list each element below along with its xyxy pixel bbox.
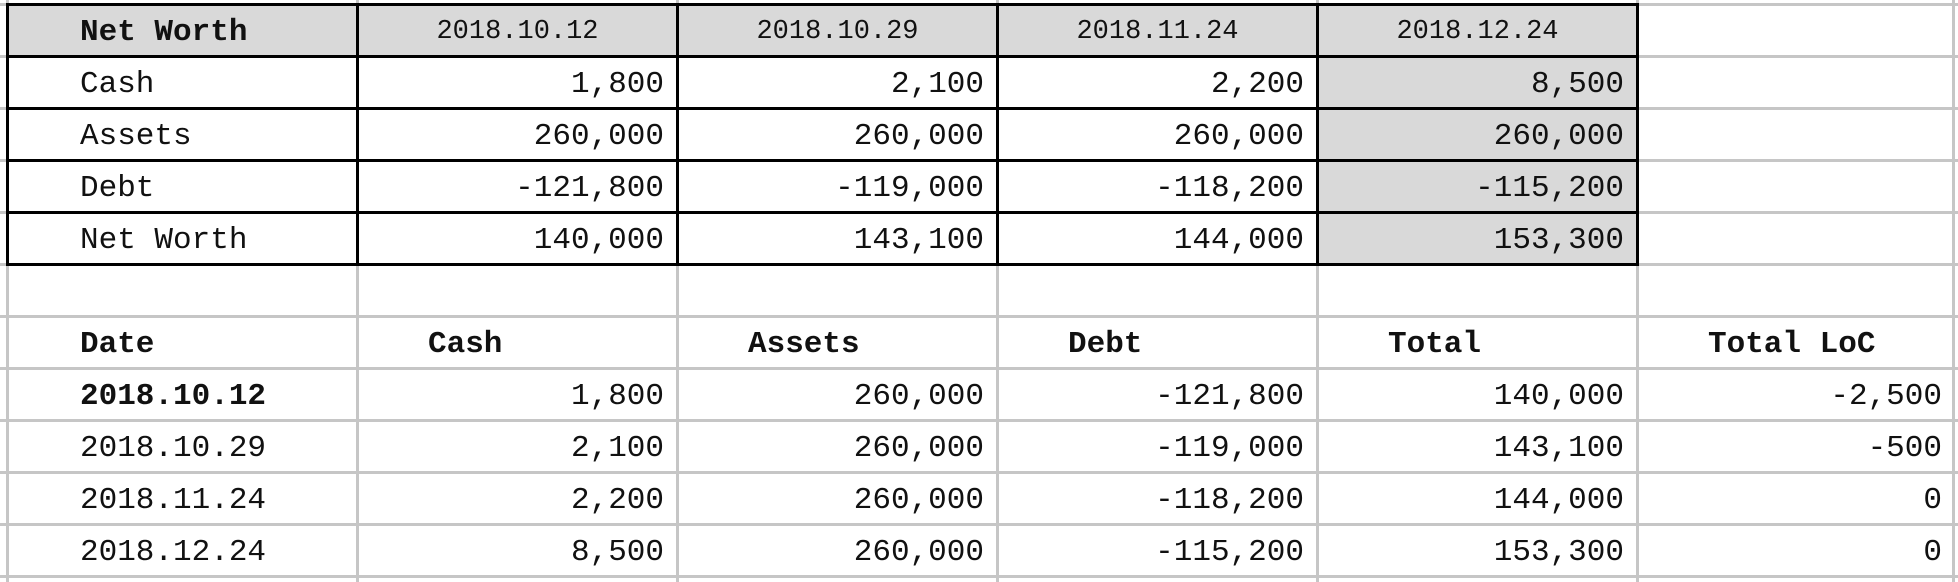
- summary-row-label[interactable]: Cash: [80, 66, 155, 102]
- history-column-header[interactable]: Total LoC: [1708, 326, 1876, 362]
- history-column-header[interactable]: Debt: [1068, 326, 1143, 362]
- summary-cell[interactable]: 1,800: [570, 66, 664, 102]
- history-cell[interactable]: 0: [1923, 534, 1942, 570]
- summary-date-header[interactable]: 2018.12.24: [1396, 17, 1559, 47]
- grid-line: [1636, 0, 1639, 582]
- history-cell[interactable]: 260,000: [853, 378, 984, 414]
- history-column-header[interactable]: Date: [80, 326, 155, 362]
- history-date-cell[interactable]: 2018.11.24: [80, 482, 267, 518]
- summary-table-divider: [676, 3, 679, 266]
- history-date-cell[interactable]: 2018.12.24: [80, 534, 267, 570]
- grid-line: [0, 315, 1958, 318]
- summary-cell[interactable]: -115,200: [1475, 170, 1624, 206]
- summary-cell[interactable]: -121,800: [515, 170, 664, 206]
- grid-line: [996, 0, 999, 582]
- grid-line: [0, 419, 1958, 422]
- summary-row-label[interactable]: Debt: [80, 170, 155, 206]
- summary-cell[interactable]: 144,000: [1173, 222, 1304, 258]
- summary-cell[interactable]: 140,000: [533, 222, 664, 258]
- summary-cell[interactable]: 260,000: [533, 118, 664, 154]
- grid-line: [676, 0, 679, 582]
- history-cell[interactable]: 2,100: [570, 430, 664, 466]
- summary-date-header[interactable]: 2018.10.29: [756, 17, 919, 47]
- grid-line: [0, 471, 1958, 474]
- grid-line: [0, 575, 1958, 578]
- history-cell[interactable]: -115,200: [1155, 534, 1304, 570]
- summary-title[interactable]: Net Worth: [80, 14, 248, 50]
- summary-cell[interactable]: 143,100: [853, 222, 984, 258]
- grid-line: [356, 0, 359, 582]
- summary-cell[interactable]: 260,000: [1493, 118, 1624, 154]
- history-date-cell[interactable]: 2018.10.12: [80, 378, 267, 414]
- grid-line: [0, 523, 1958, 526]
- history-cell[interactable]: 140,000: [1493, 378, 1624, 414]
- history-column-header[interactable]: Cash: [428, 326, 503, 362]
- history-cell[interactable]: -121,800: [1155, 378, 1304, 414]
- history-cell[interactable]: 8,500: [570, 534, 664, 570]
- summary-date-header[interactable]: 2018.11.24: [1076, 17, 1239, 47]
- grid-line: [0, 367, 1958, 370]
- grid-line: [6, 0, 9, 582]
- grid-line: [1316, 0, 1319, 582]
- history-cell[interactable]: -119,000: [1155, 430, 1304, 466]
- summary-cell[interactable]: 260,000: [853, 118, 984, 154]
- summary-cell[interactable]: 2,200: [1210, 66, 1304, 102]
- summary-cell[interactable]: 8,500: [1530, 66, 1624, 102]
- summary-table-divider: [6, 55, 1639, 58]
- summary-header-background: [9, 6, 1636, 55]
- summary-table-divider: [996, 3, 999, 266]
- summary-cell[interactable]: 153,300: [1493, 222, 1624, 258]
- history-cell[interactable]: 2,200: [570, 482, 664, 518]
- history-cell[interactable]: 260,000: [853, 430, 984, 466]
- summary-table-divider: [6, 107, 1639, 110]
- history-cell[interactable]: -118,200: [1155, 482, 1304, 518]
- history-cell[interactable]: -2,500: [1830, 378, 1942, 414]
- summary-table-divider: [1316, 3, 1319, 266]
- summary-table-divider: [6, 159, 1639, 162]
- summary-table-divider: [6, 211, 1639, 214]
- history-cell[interactable]: 144,000: [1493, 482, 1624, 518]
- summary-row-label[interactable]: Assets: [80, 118, 192, 154]
- history-cell[interactable]: 153,300: [1493, 534, 1624, 570]
- history-column-header[interactable]: Total: [1388, 326, 1482, 362]
- summary-table-divider: [356, 3, 359, 266]
- history-cell[interactable]: 260,000: [853, 534, 984, 570]
- history-cell[interactable]: 1,800: [570, 378, 664, 414]
- history-cell[interactable]: 143,100: [1493, 430, 1624, 466]
- summary-cell[interactable]: 2,100: [890, 66, 984, 102]
- summary-cell[interactable]: 260,000: [1173, 118, 1304, 154]
- history-cell[interactable]: -500: [1867, 430, 1942, 466]
- history-date-cell[interactable]: 2018.10.29: [80, 430, 267, 466]
- summary-date-header[interactable]: 2018.10.12: [436, 17, 599, 47]
- summary-row-label[interactable]: Net Worth: [80, 222, 248, 258]
- history-cell[interactable]: 0: [1923, 482, 1942, 518]
- history-column-header[interactable]: Assets: [748, 326, 860, 362]
- summary-cell[interactable]: -118,200: [1155, 170, 1304, 206]
- summary-cell[interactable]: -119,000: [835, 170, 984, 206]
- history-cell[interactable]: 260,000: [853, 482, 984, 518]
- grid-line: [1952, 0, 1955, 582]
